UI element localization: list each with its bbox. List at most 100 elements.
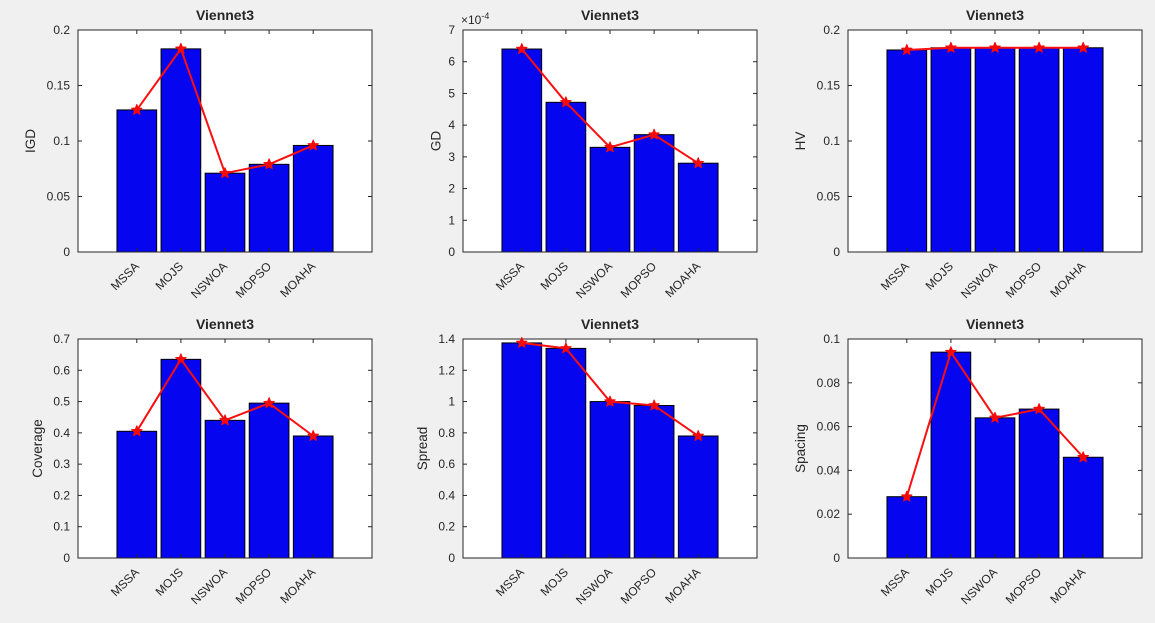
subplot-spread: 0 0.2 0.4 0.6 0.8 1 1.2 1.4 MSSA MOJS NSWOA MOPSO MO… bbox=[385, 308, 770, 623]
y-tick-label: 1 bbox=[448, 213, 455, 227]
x-tick-label: MOJS bbox=[153, 565, 186, 598]
x-tick-label: MOPSO bbox=[1003, 259, 1044, 300]
x-tick-label: MOAHA bbox=[662, 259, 703, 300]
marker-MSSA bbox=[901, 490, 913, 502]
x-tick-label: MOAHA bbox=[662, 565, 703, 606]
x-tick-label: MOAHA bbox=[277, 259, 318, 300]
marker-MSSA bbox=[131, 425, 143, 437]
marker-MOPSO bbox=[1033, 403, 1045, 415]
bar-NSWOA bbox=[589, 401, 631, 559]
y-tick-label: 0.2 bbox=[823, 23, 840, 37]
y-axis-label: GD bbox=[428, 131, 443, 152]
marker-MOJS bbox=[560, 96, 572, 108]
marker-NSWOA bbox=[219, 414, 231, 426]
marker-MOAHA bbox=[1077, 451, 1089, 463]
x-tick-label: MOJS bbox=[923, 565, 956, 598]
y-tick-label: 0.8 bbox=[438, 426, 455, 440]
bar-MOAHA bbox=[1062, 456, 1104, 559]
x-tick-label: MOJS bbox=[538, 565, 571, 598]
x-tick-label: MOAHA bbox=[1047, 565, 1088, 606]
y-axis-label: Spread bbox=[415, 427, 430, 471]
y-axis-label: Coverage bbox=[30, 419, 45, 478]
bar-MOAHA bbox=[677, 435, 719, 559]
y-tick-label: 6 bbox=[448, 55, 455, 69]
x-tick-label: MOJS bbox=[153, 259, 186, 292]
x-tick-label: MSSA bbox=[878, 565, 912, 599]
chart-hv: 0 0.05 0.1 0.15 0.2 MSSA MOJS NSWOA MOPSO MOAHA Vi… bbox=[793, 7, 1143, 301]
bar-MOJS bbox=[545, 347, 587, 559]
bar-MSSA bbox=[886, 496, 928, 559]
marker-MOJS bbox=[945, 41, 957, 53]
bar-MOPSO bbox=[1018, 408, 1060, 559]
bar-MOPSO bbox=[633, 134, 675, 253]
y-axis-exponent-label: ×10-4 bbox=[461, 11, 489, 27]
marker-MOAHA bbox=[307, 139, 319, 151]
marker-MOPSO bbox=[1033, 41, 1045, 53]
y-axis-label: HV bbox=[793, 132, 808, 151]
y-tick-label: 5 bbox=[448, 86, 455, 100]
marker-MOPSO bbox=[648, 128, 660, 140]
x-tick-label: NSWOA bbox=[958, 565, 1000, 607]
subplot-coverage: 0 0.1 0.2 0.3 0.4 0.5 0.6 0.7 MSSA MOJS NSWOA MOPSO… bbox=[0, 308, 385, 623]
y-tick-label: 0 bbox=[63, 551, 70, 565]
y-tick-label: 0.1 bbox=[53, 134, 70, 148]
x-tick-label: NSWOA bbox=[573, 259, 615, 301]
marker-MOAHA bbox=[1077, 41, 1089, 53]
x-tick-label: MOPSO bbox=[618, 565, 659, 606]
chart-spacing: 0 0.02 0.04 0.06 0.08 0.1 MSSA MOJS NSWOA MOPSO MO… bbox=[793, 316, 1143, 607]
y-tick-label: 0 bbox=[63, 245, 70, 259]
subplot-hv: 0 0.05 0.1 0.15 0.2 MSSA MOJS NSWOA MOPSO MOAHA Vi… bbox=[770, 0, 1155, 308]
y-tick-label: 0.05 bbox=[817, 190, 841, 204]
bar-MOAHA bbox=[1062, 47, 1104, 253]
bar-MOPSO bbox=[248, 163, 290, 253]
x-tick-label: NSWOA bbox=[188, 565, 230, 607]
marker-MSSA bbox=[516, 336, 528, 348]
x-tick-label: MOAHA bbox=[1047, 259, 1088, 300]
y-tick-label: 4 bbox=[448, 118, 455, 132]
x-tick-label: MOPSO bbox=[233, 259, 274, 300]
subplot-spacing: 0 0.02 0.04 0.06 0.08 0.1 MSSA MOJS NSWOA MOPSO MO… bbox=[770, 308, 1155, 623]
chart-coverage: 0 0.1 0.2 0.3 0.4 0.5 0.6 0.7 MSSA MOJS NSWOA MOPSO… bbox=[30, 316, 373, 607]
x-tick-label: MSSA bbox=[108, 565, 142, 599]
y-tick-label: 0.1 bbox=[53, 520, 70, 534]
y-tick-label: 0.05 bbox=[47, 190, 71, 204]
bar-MOJS bbox=[930, 47, 972, 253]
marker-MOAHA bbox=[307, 429, 319, 441]
y-axis-label: IGD bbox=[23, 129, 38, 153]
x-tick-label: MSSA bbox=[878, 259, 912, 293]
bar-MOJS bbox=[160, 48, 202, 253]
y-axis-label: Spacing bbox=[793, 424, 808, 473]
marker-NSWOA bbox=[219, 167, 231, 179]
y-tick-label: 0.7 bbox=[53, 332, 70, 346]
x-tick-label: MOPSO bbox=[618, 259, 659, 300]
marker-NSWOA bbox=[989, 41, 1001, 53]
y-tick-label: 0.4 bbox=[53, 426, 70, 440]
marker-MSSA bbox=[131, 103, 143, 115]
bar-NSWOA bbox=[589, 146, 631, 253]
y-tick-label: 0.15 bbox=[47, 79, 71, 93]
y-tick-label: 0.4 bbox=[438, 488, 455, 502]
y-tick-label: 0.1 bbox=[823, 134, 840, 148]
y-tick-label: 0.1 bbox=[823, 332, 840, 346]
y-tick-label: 0.15 bbox=[817, 79, 841, 93]
chart-title: Viennet3 bbox=[966, 316, 1024, 332]
bar-NSWOA bbox=[974, 417, 1016, 559]
x-tick-label: MOPSO bbox=[233, 565, 274, 606]
y-tick-label: 0.2 bbox=[53, 488, 70, 502]
chart-title: Viennet3 bbox=[581, 316, 639, 332]
marker-NSWOA bbox=[989, 411, 1001, 423]
x-tick-label: MOJS bbox=[923, 259, 956, 292]
marker-MOAHA bbox=[692, 157, 704, 169]
y-tick-label: 1.4 bbox=[438, 332, 455, 346]
marker-MSSA bbox=[901, 43, 913, 55]
y-tick-label: 1.2 bbox=[438, 363, 455, 377]
chart-title: Viennet3 bbox=[196, 7, 254, 23]
bar-NSWOA bbox=[974, 47, 1016, 253]
y-tick-label: 0.6 bbox=[438, 457, 455, 471]
marker-MSSA bbox=[516, 43, 528, 54]
bar-NSWOA bbox=[204, 419, 246, 559]
bar-MOJS bbox=[930, 351, 972, 559]
chart-title: Viennet3 bbox=[966, 7, 1024, 23]
y-tick-label: 0.2 bbox=[438, 520, 455, 534]
y-tick-label: 0 bbox=[833, 551, 840, 565]
